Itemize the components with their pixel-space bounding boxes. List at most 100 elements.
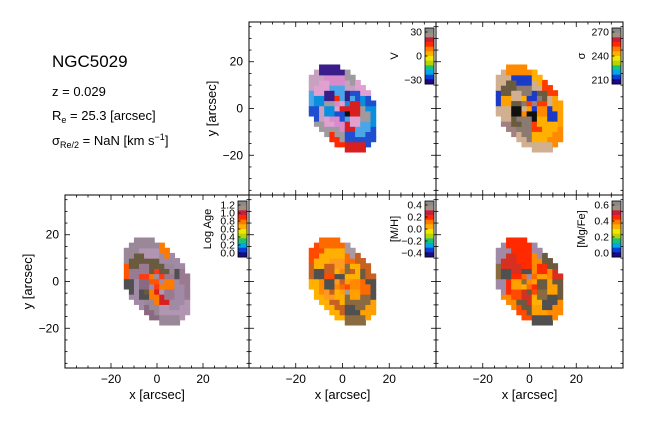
map-bin bbox=[552, 278, 559, 285]
map-bin bbox=[521, 283, 528, 290]
map-bin bbox=[526, 252, 533, 259]
colorbar-segment bbox=[425, 233, 434, 239]
map-bin bbox=[344, 90, 351, 96]
map-bin bbox=[526, 79, 533, 86]
map-bin bbox=[500, 288, 507, 295]
map-bin bbox=[506, 121, 512, 127]
map-bin bbox=[547, 136, 553, 143]
map-bin bbox=[164, 247, 170, 254]
map-bin bbox=[179, 288, 186, 295]
map-bin bbox=[536, 268, 543, 275]
colorbar-segment bbox=[425, 28, 434, 34]
map-bin bbox=[511, 273, 517, 280]
map-bin bbox=[521, 136, 528, 143]
map-bin bbox=[184, 299, 191, 305]
map-bin bbox=[154, 294, 160, 300]
map-bin bbox=[313, 115, 320, 122]
map-bin bbox=[360, 294, 366, 300]
map-bin bbox=[500, 85, 507, 91]
map-bin bbox=[542, 131, 548, 138]
map-bin bbox=[324, 268, 330, 275]
map-bin bbox=[169, 258, 176, 264]
map-bin bbox=[349, 79, 356, 86]
map-bin bbox=[128, 242, 135, 249]
map-bin bbox=[149, 288, 155, 295]
map-bin bbox=[521, 278, 528, 285]
map-bin bbox=[334, 288, 341, 295]
map-bin bbox=[526, 294, 533, 300]
map-bin bbox=[164, 278, 170, 285]
map-bin bbox=[547, 283, 553, 290]
map-bin bbox=[495, 105, 502, 112]
map-bin bbox=[526, 100, 533, 107]
map-bin bbox=[500, 252, 507, 259]
colorbar-segment bbox=[425, 229, 434, 235]
map-bin bbox=[365, 115, 372, 122]
map-bin bbox=[526, 105, 533, 112]
colorbar-segment bbox=[612, 229, 621, 235]
colorbar-segment bbox=[612, 28, 621, 34]
map-bin bbox=[495, 74, 502, 81]
map-bin bbox=[542, 146, 548, 153]
map-bin bbox=[506, 105, 512, 112]
map-bin bbox=[365, 105, 372, 112]
map-bin bbox=[144, 309, 150, 316]
map-bin bbox=[500, 268, 507, 275]
map-bin bbox=[521, 314, 528, 321]
map-bin bbox=[179, 304, 186, 311]
map-bin bbox=[164, 283, 170, 290]
map-bin bbox=[547, 115, 553, 122]
map-bin bbox=[557, 121, 564, 127]
map-bin bbox=[365, 136, 372, 143]
map-bin bbox=[329, 247, 336, 254]
map-bin bbox=[526, 74, 533, 81]
map-bin bbox=[349, 85, 356, 91]
colorbar-tick-label: 0.6 bbox=[220, 224, 235, 236]
re-value: = 25.3 [arcsec] bbox=[66, 108, 156, 123]
map-bin bbox=[154, 268, 160, 275]
map-bin bbox=[526, 273, 533, 280]
map-bin bbox=[531, 136, 538, 143]
map-bin bbox=[344, 294, 351, 300]
y-tick-label: −20 bbox=[39, 321, 60, 335]
map-bin bbox=[552, 263, 559, 269]
map-bin bbox=[313, 247, 320, 254]
map-bin bbox=[521, 74, 528, 81]
map-bin bbox=[164, 252, 170, 259]
map-bin bbox=[516, 237, 523, 244]
map-bin bbox=[521, 247, 528, 254]
map-bin bbox=[154, 304, 160, 311]
map-bin bbox=[339, 141, 346, 148]
map-bin bbox=[339, 294, 346, 300]
panel-sigma: 270 240 210 σ bbox=[435, 21, 624, 196]
map-bin bbox=[319, 299, 325, 305]
map-bin bbox=[313, 258, 320, 264]
map-bin bbox=[526, 288, 533, 295]
map-bin bbox=[516, 247, 523, 254]
colorbar-tick-label: −0.4 bbox=[401, 248, 422, 260]
map-bin bbox=[516, 242, 523, 249]
map-bin bbox=[365, 288, 372, 295]
map-bin bbox=[128, 263, 135, 269]
map-bin bbox=[329, 64, 336, 71]
sigma-subscript: Re/2 bbox=[60, 140, 80, 150]
map-bin bbox=[500, 69, 507, 76]
map-bin bbox=[365, 100, 372, 107]
map-bin bbox=[536, 299, 543, 305]
map-bin bbox=[516, 294, 523, 300]
map-bin bbox=[506, 268, 512, 275]
map-bin bbox=[144, 268, 150, 275]
map-bin bbox=[128, 268, 135, 275]
map-bin bbox=[324, 273, 330, 280]
map-bin bbox=[138, 263, 145, 269]
map-bin bbox=[144, 299, 150, 305]
map-bin bbox=[313, 110, 320, 117]
map-bin bbox=[349, 309, 356, 316]
colorbar-segment bbox=[425, 60, 434, 66]
map-bin bbox=[531, 100, 538, 107]
map-bin bbox=[319, 294, 325, 300]
map-bin bbox=[319, 126, 325, 132]
map-bin bbox=[542, 263, 548, 269]
map-bin bbox=[154, 252, 160, 259]
map-bin bbox=[159, 299, 165, 305]
